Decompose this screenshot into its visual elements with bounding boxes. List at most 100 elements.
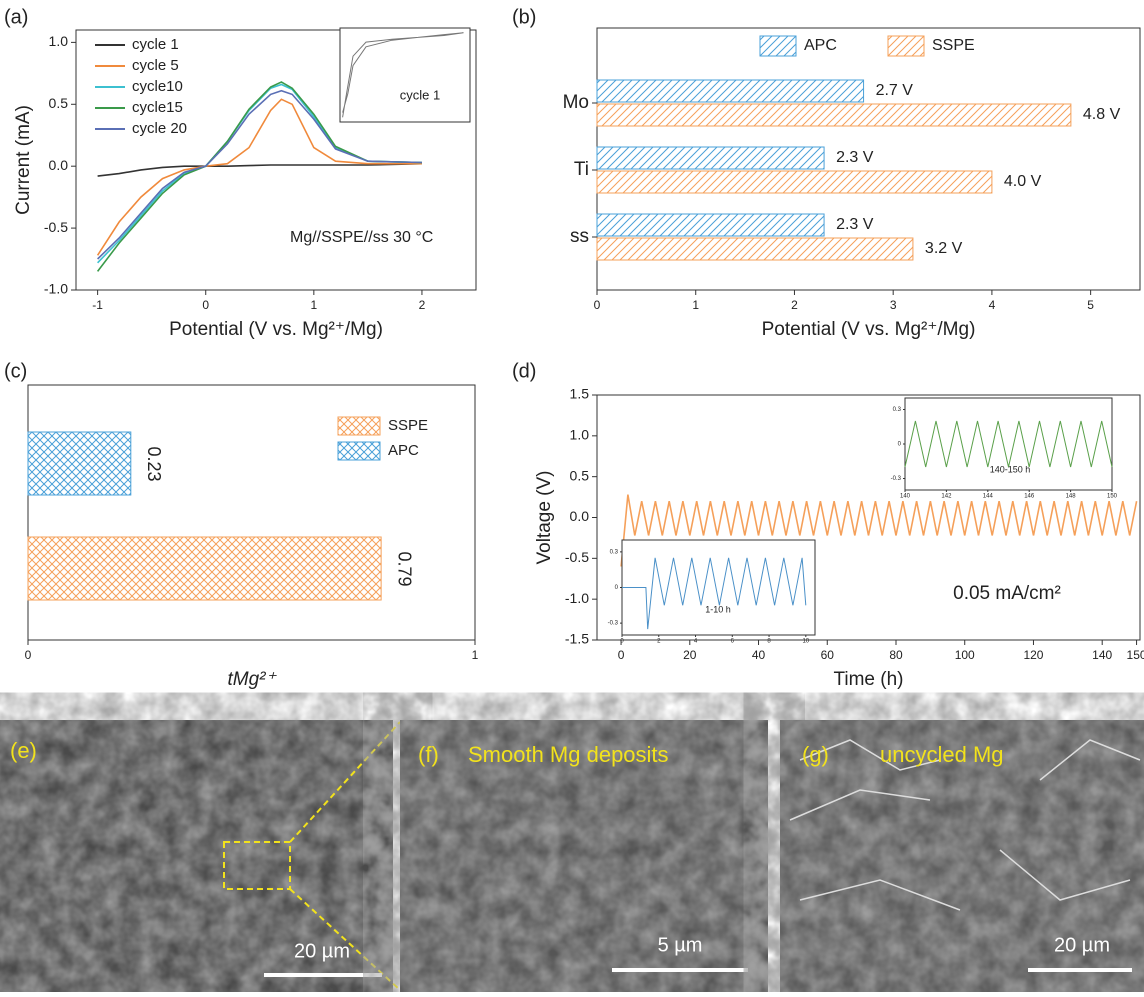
sem-g: (g) uncycled Mg 20 µm [780, 720, 1144, 992]
panel-label: (a) [4, 6, 28, 28]
line [342, 32, 464, 118]
legend-label: cycle 5 [132, 57, 179, 74]
scale-bar [612, 968, 748, 972]
caption: Smooth Mg deposits [468, 742, 669, 767]
x-tick-label: 148 [1066, 494, 1077, 500]
annotation: 140-150 h [990, 464, 1031, 474]
image-texture [400, 720, 768, 992]
value-label: 4.0 V [1004, 173, 1042, 190]
y-tick-label: -0.5 [565, 549, 589, 565]
value-label: 0.23 [144, 446, 164, 481]
x-tick-label: 6 [731, 639, 735, 645]
x-axis-label: Potential (V vs. Mg²⁺/Mg) [169, 319, 383, 340]
x-axis-label: Time (h) [833, 669, 903, 690]
legend-label: cycle15 [132, 99, 183, 116]
bar [27, 536, 382, 601]
value-label: 2.7 V [876, 82, 914, 99]
y-axis-label: Current (mA) [13, 105, 34, 215]
zoom-box [223, 841, 291, 890]
y-tick-label: ss [570, 226, 589, 247]
line [622, 557, 807, 630]
y-tick-label: 0.3 [893, 407, 902, 413]
y-tick-label: -0.3 [608, 621, 619, 627]
panel-label: (d) [512, 360, 536, 382]
x-tick-label: 146 [1024, 494, 1035, 500]
bar [27, 431, 132, 496]
y-axis-label: Voltage (V) [534, 471, 555, 565]
legend-swatch [759, 35, 797, 57]
x-tick-label: 140 [900, 494, 911, 500]
plot-frame [904, 397, 1113, 491]
caption: uncycled Mg [880, 742, 1004, 767]
line [620, 494, 1138, 567]
y-tick-label: 1.0 [570, 427, 590, 443]
zoom-line [289, 721, 401, 843]
legend-label: cycle 1 [132, 36, 179, 53]
bar [596, 213, 825, 237]
scale-label: 5 µm [658, 934, 703, 956]
legend-label: APC [804, 37, 837, 54]
x-tick-label: 5 [1087, 298, 1094, 312]
x-tick-label: 1 [692, 298, 699, 312]
x-tick-label: 140 [1092, 648, 1112, 662]
legend-label: cycle10 [132, 78, 183, 95]
y-tick-label: -0.5 [44, 219, 68, 235]
legend-label: SSPE [932, 37, 975, 54]
x-tick-label: -1 [92, 298, 103, 312]
x-tick-label: 150 [1107, 494, 1118, 500]
image-texture [0, 720, 393, 992]
value-label: 3.2 V [925, 240, 963, 257]
plot-frame [27, 384, 476, 641]
annotation: 1-10 h [705, 604, 731, 614]
x-tick-label: 2 [791, 298, 798, 312]
x-tick-label: 150 [1127, 648, 1144, 662]
x-tick-label: 0 [202, 298, 209, 312]
x-tick-label: 0 [25, 648, 32, 662]
x-tick-label: 4 [694, 639, 698, 645]
panel-label: (f) [418, 742, 439, 767]
x-tick-label: 1 [310, 298, 317, 312]
x-tick-label: 10 [802, 639, 809, 645]
annotation: Mg//SSPE//ss 30 °C [290, 229, 433, 246]
y-tick-label: 0 [898, 442, 902, 448]
value-label: 0.79 [394, 551, 414, 586]
x-tick-label: 60 [821, 648, 835, 662]
plot-frame [75, 29, 477, 291]
y-tick-label: 0.0 [570, 508, 590, 524]
bar [596, 237, 914, 261]
x-tick-label: 0 [594, 298, 601, 312]
x-tick-label: 20 [683, 648, 697, 662]
x-tick-label: 40 [752, 648, 766, 662]
y-tick-label: 1.5 [570, 386, 590, 402]
y-tick-label: -1.0 [44, 281, 68, 297]
x-axis-label: Potential (V vs. Mg²⁺/Mg) [762, 319, 976, 340]
plot-frame [621, 539, 816, 636]
x-tick-label: 142 [941, 494, 952, 500]
x-tick-label: 144 [983, 494, 994, 500]
scale-bar [264, 973, 382, 977]
x-tick-label: 100 [955, 648, 975, 662]
x-tick-label: 120 [1023, 648, 1043, 662]
legend-label: cycle 20 [132, 120, 187, 137]
legend-swatch [337, 416, 381, 436]
y-tick-label: 0.3 [610, 549, 619, 555]
x-tick-label: 80 [889, 648, 903, 662]
image-texture [780, 720, 1144, 992]
y-tick-label: Mo [563, 92, 589, 113]
grain-lines [789, 739, 1141, 911]
bar [596, 79, 865, 103]
x-tick-label: 2 [657, 639, 661, 645]
plot-frame [339, 27, 471, 123]
scale-bar [1028, 968, 1132, 972]
bar [596, 146, 825, 170]
line [97, 89, 422, 260]
bar [596, 103, 1072, 127]
y-tick-label: 0.5 [49, 95, 69, 111]
line [97, 162, 422, 177]
y-tick-label: -1.0 [565, 590, 589, 606]
y-tick-label: 1.0 [49, 33, 69, 49]
y-tick-label: -0.3 [891, 476, 902, 482]
panel-label: (e) [10, 738, 37, 763]
y-tick-label: Ti [574, 159, 589, 180]
